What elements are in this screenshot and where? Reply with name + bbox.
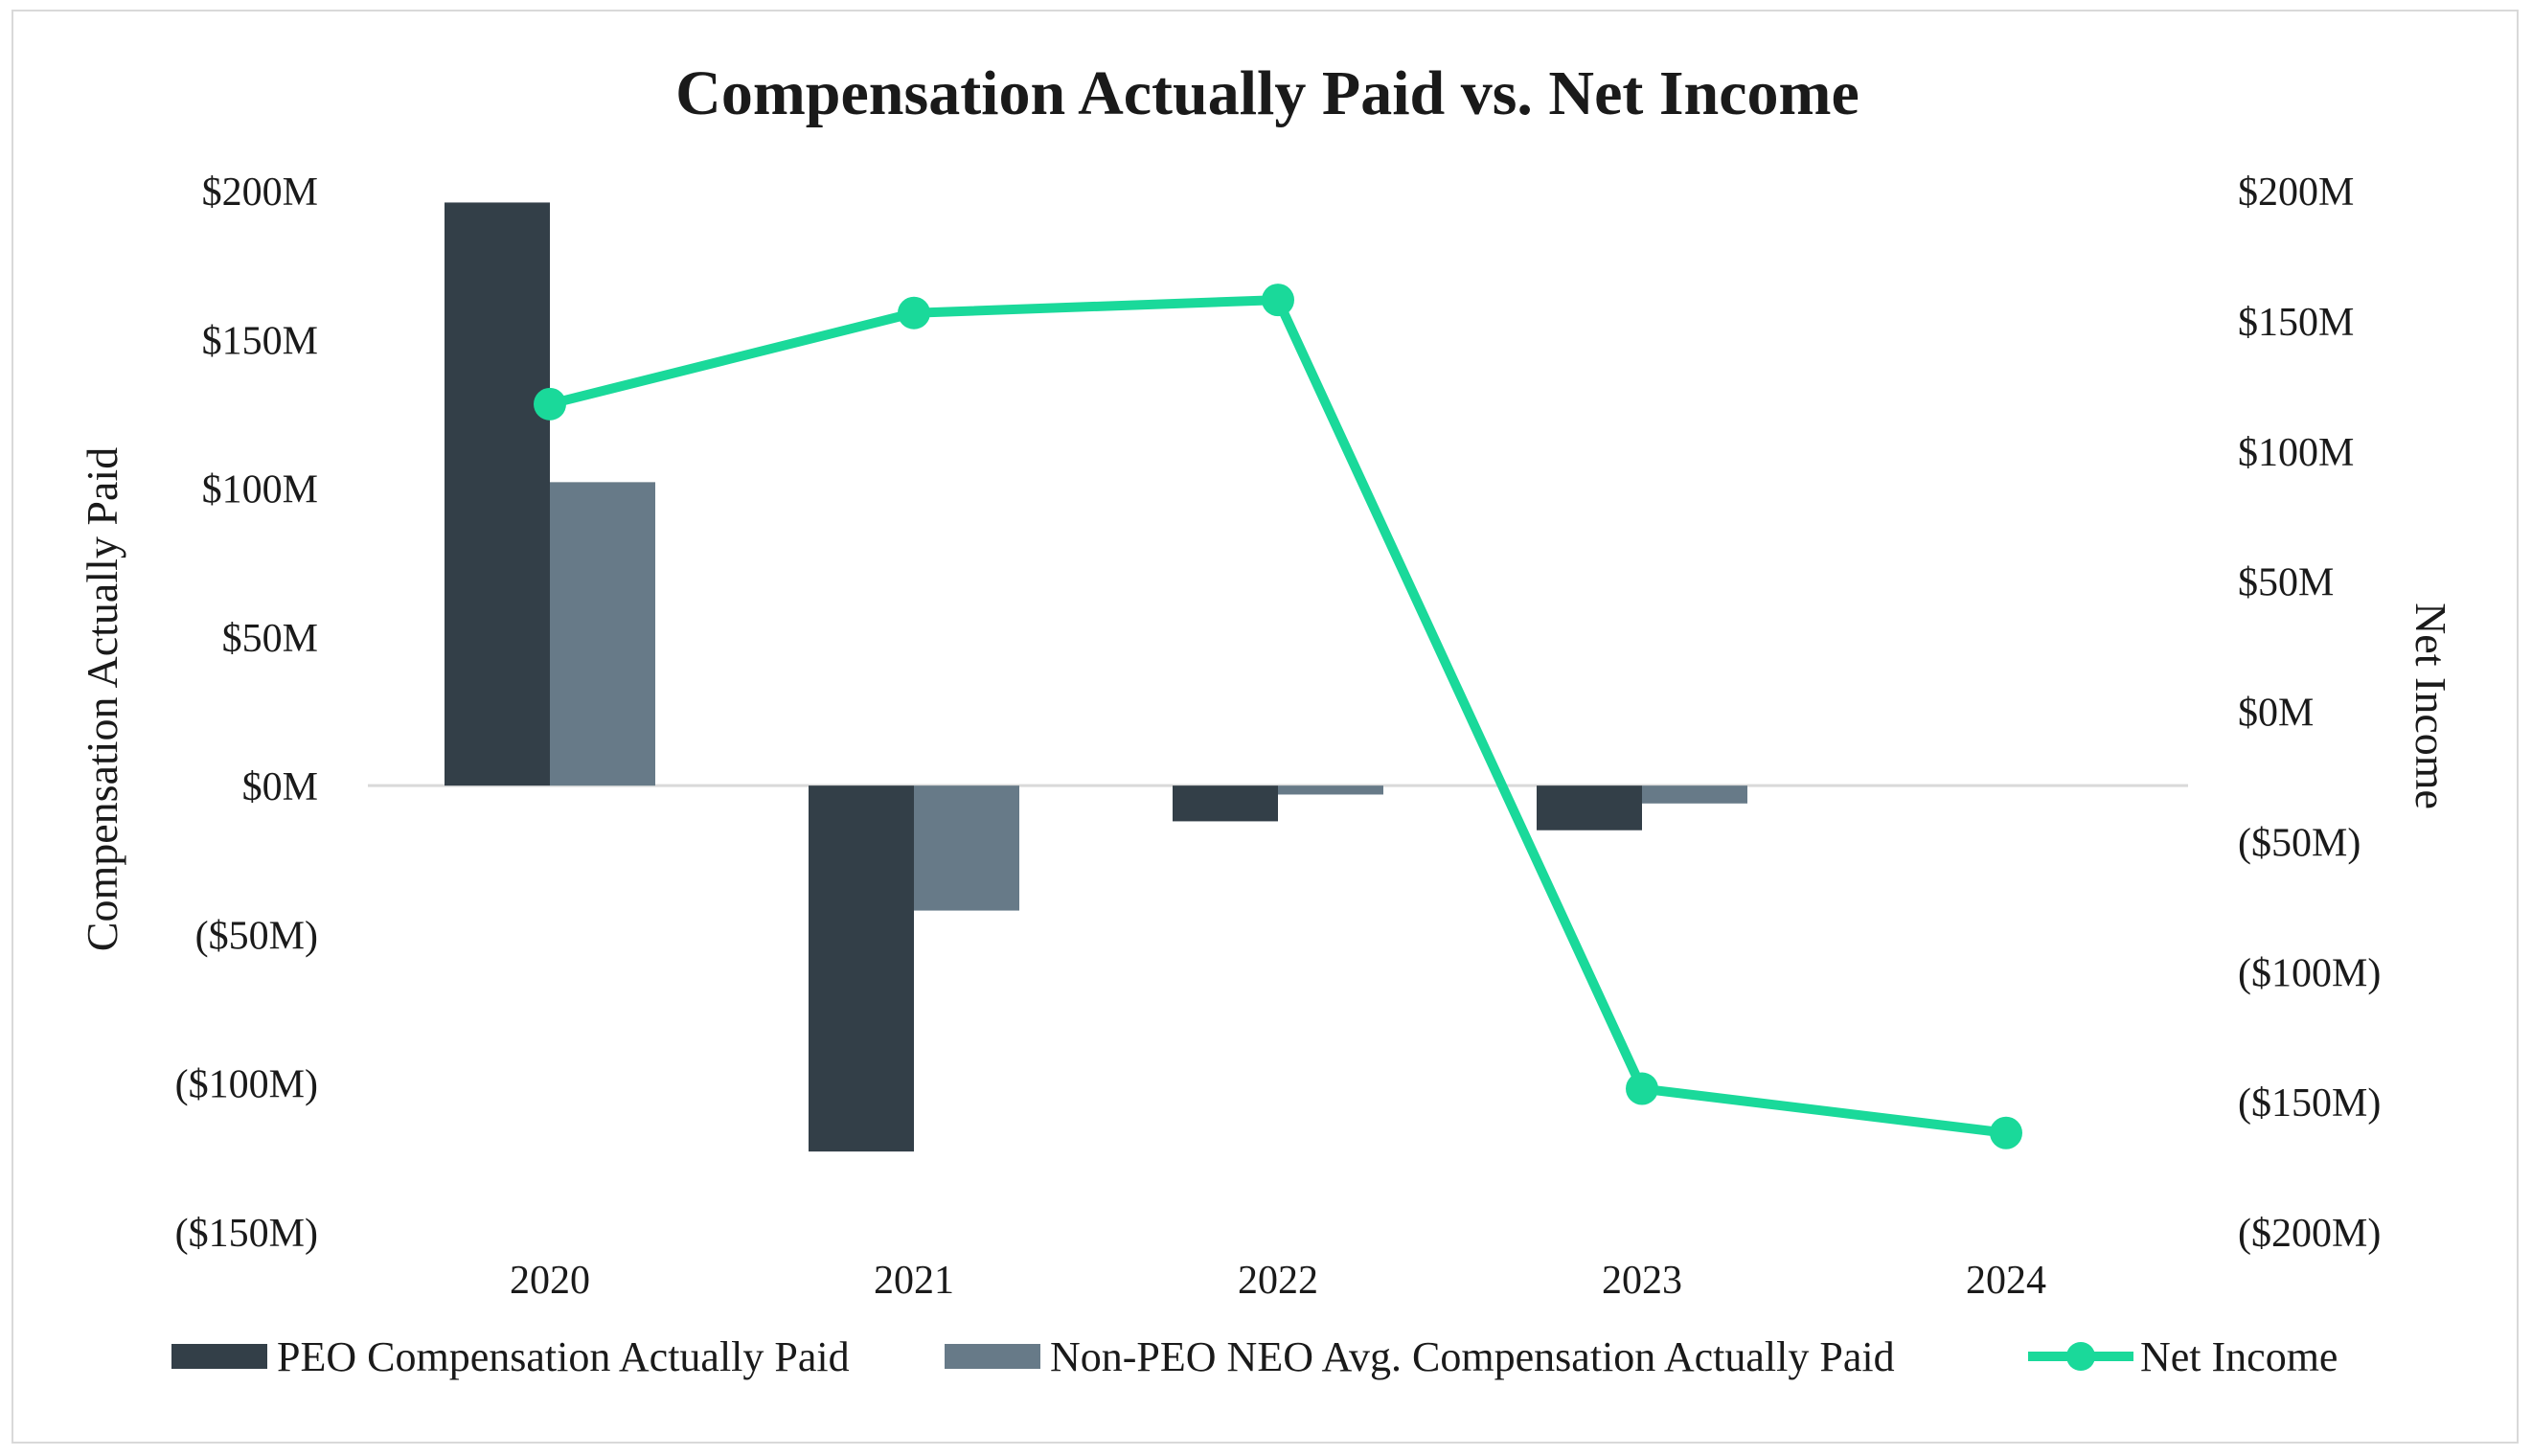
y2-tick-label: $200M [2238, 171, 2354, 215]
legend-peo-swatch [171, 1344, 267, 1369]
legend-peo-label: PEO Compensation Actually Paid [277, 1333, 850, 1380]
x-tick-label: 2021 [874, 1259, 954, 1303]
y-tick-label: $50M [222, 617, 318, 661]
net-income-point-2023 [1626, 1072, 1658, 1105]
left-axis-ticks: $200M $150M $100M $50M $0M ($50M) ($100M) ($150… [175, 171, 318, 1256]
y-tick-label: $150M [202, 319, 318, 363]
net-income-line [548, 295, 2007, 1138]
legend-non-peo-swatch [945, 1344, 1040, 1369]
y2-tick-label: ($200M) [2238, 1212, 2381, 1256]
bar-non-peo-2021 [914, 785, 1019, 911]
bar-peo-2020 [445, 202, 550, 786]
y-tick-label: $0M [242, 765, 318, 809]
y2-tick-label: $50M [2238, 561, 2334, 605]
y2-tick-label: ($150M) [2238, 1081, 2381, 1126]
bar-peo-2023 [1537, 785, 1642, 830]
x-tick-label: 2023 [1602, 1259, 1682, 1303]
y2-tick-label: $150M [2238, 301, 2354, 345]
net-income-point-2020 [534, 387, 566, 421]
bar-non-peo-2023 [1642, 785, 1747, 804]
net-income-point-2024 [1990, 1116, 2022, 1149]
legend: PEO Compensation Actually Paid Non-PEO NE… [171, 1333, 2338, 1380]
y-axis-label: Compensation Actually Paid [78, 447, 126, 951]
y-tick-label: ($150M) [175, 1212, 318, 1256]
x-tick-label: 2022 [1238, 1259, 1318, 1303]
y-tick-label: ($50M) [195, 914, 318, 958]
legend-non-peo-label: Non-PEO NEO Avg. Compensation Actually P… [1050, 1333, 1895, 1380]
x-axis-ticks: 2020 2021 2022 2023 2024 [510, 1259, 2046, 1303]
bar-peo-2022 [1173, 785, 1278, 822]
y2-tick-label: $0M [2238, 692, 2314, 736]
right-axis-ticks: $200M $150M $100M $50M $0M ($50M) ($100M) ($150… [2238, 171, 2381, 1256]
legend-non-peo: Non-PEO NEO Avg. Compensation Actually P… [945, 1333, 1895, 1380]
y2-tick-label: ($100M) [2238, 951, 2381, 995]
y-tick-label: ($100M) [175, 1063, 318, 1107]
legend-net-income-label: Net Income [2140, 1333, 2338, 1380]
x-tick-label: 2020 [510, 1259, 590, 1303]
bar-non-peo-2020 [550, 482, 655, 786]
chart-frame: Compensation Actually Paid vs. Net Incom… [11, 10, 2519, 1444]
net-income-line-group [534, 284, 2022, 1149]
net-income-point-2022 [1262, 284, 1294, 317]
legend-net-income-swatch-marker [2066, 1342, 2095, 1371]
bars-group [445, 202, 2111, 1152]
y-tick-label: $200M [202, 171, 318, 215]
bar-peo-2021 [809, 785, 914, 1152]
legend-peo: PEO Compensation Actually Paid [171, 1333, 850, 1380]
net-income-point-2021 [898, 296, 930, 330]
bar-non-peo-2022 [1278, 785, 1383, 795]
y-tick-label: $100M [202, 468, 318, 512]
legend-net-income: Net Income [2028, 1333, 2338, 1380]
x-tick-label: 2024 [1966, 1259, 2046, 1303]
y2-tick-label: ($50M) [2238, 821, 2361, 865]
chart-title: Compensation Actually Paid vs. Net Incom… [675, 58, 1859, 128]
y2-axis-label: Net Income [2407, 603, 2455, 809]
y2-tick-label: $100M [2238, 431, 2354, 475]
chart-svg: Compensation Actually Paid vs. Net Incom… [78, 58, 2455, 1380]
